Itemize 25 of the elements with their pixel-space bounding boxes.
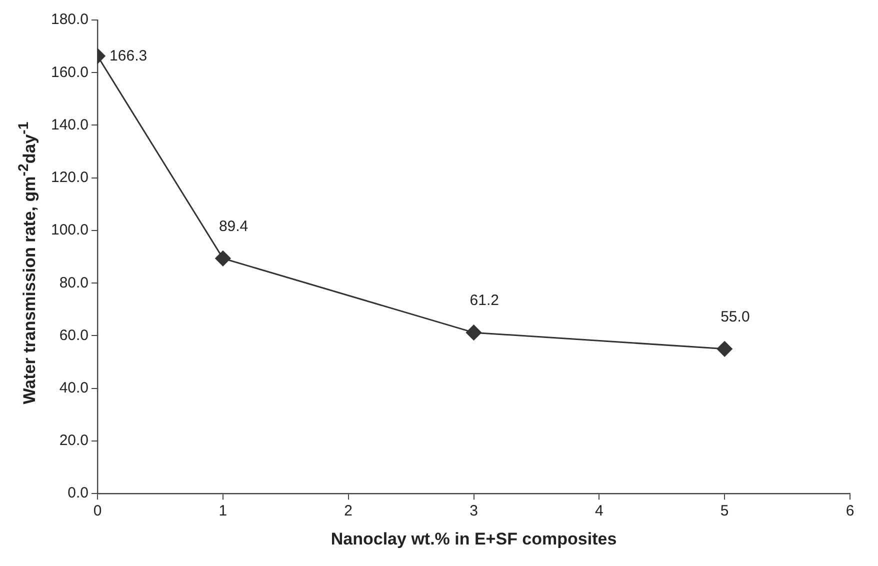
x-tick-label: 4 [595, 502, 604, 520]
x-tick-label: 5 [720, 502, 729, 520]
y-tick-label: 40.0 [59, 379, 89, 396]
data-label: 55.0 [720, 308, 750, 326]
point [466, 324, 482, 340]
point [716, 341, 732, 357]
x-tick-label: 3 [470, 502, 478, 520]
x-tick-label: 6 [846, 502, 854, 520]
x-tick-label: 1 [218, 502, 228, 520]
y-tick-label: 80.0 [59, 274, 89, 292]
data-label: 89.4 [218, 218, 248, 236]
x-tick-label: 2 [344, 502, 353, 520]
data-label: 61.2 [470, 292, 499, 310]
y-tick-label: 0.0 [68, 484, 89, 502]
data-label: 166.3 [110, 48, 148, 65]
y-tick-label: 20.0 [59, 432, 89, 450]
y-tick-label: 180.0 [50, 11, 89, 28]
y-tick-label: 120.0 [50, 169, 89, 186]
point [215, 250, 231, 266]
y-tick-label: 100.0 [50, 222, 89, 239]
y-tick-label: 160.0 [50, 64, 89, 81]
x-axis-title: Nanoclay wt.% in E+SF composites [330, 529, 617, 548]
y-tick-label: 140.0 [50, 116, 89, 134]
y-tick-label: 60.0 [59, 326, 89, 344]
x-tick-label: 0 [93, 502, 102, 520]
